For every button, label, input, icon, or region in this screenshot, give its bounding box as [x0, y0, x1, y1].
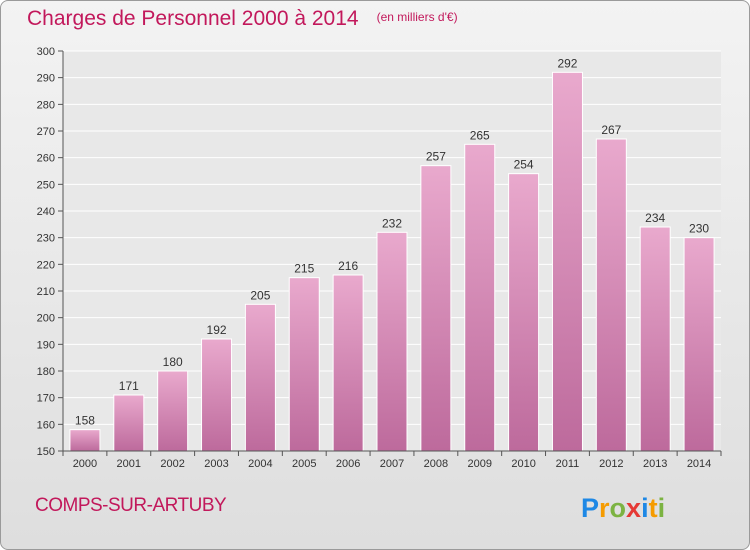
bar-2007 [376, 231, 408, 452]
chart-title: Charges de Personnel 2000 à 2014 (en mill… [27, 7, 458, 31]
data-label-2002: 180 [163, 355, 183, 369]
bar-2010 [508, 173, 540, 452]
commune-name: COMPS-SUR-ARTUBY [35, 495, 227, 516]
x-tick-label: 2001 [117, 458, 141, 470]
bar-2000 [69, 429, 101, 452]
svg-text:Proxiti: Proxiti [581, 493, 665, 523]
x-tick-label: 2004 [248, 458, 272, 470]
bar-2012 [595, 138, 627, 452]
y-tick-label: 270 [37, 126, 55, 138]
y-tick-label: 290 [37, 73, 55, 85]
bar-2006 [332, 274, 364, 452]
y-tick-label: 220 [37, 259, 55, 271]
bar-2009 [464, 143, 496, 452]
bar-2014 [683, 237, 715, 452]
x-tick-label: 2003 [204, 458, 228, 470]
x-tick-label: 2006 [336, 458, 360, 470]
y-tick-label: 240 [37, 206, 55, 218]
x-tick-label: 2014 [687, 458, 711, 470]
bar-2005 [288, 277, 320, 452]
y-tick-label: 190 [37, 339, 55, 351]
y-tick-label: 160 [37, 419, 55, 431]
bar-2008 [420, 165, 452, 452]
data-label-2012: 267 [601, 123, 621, 137]
y-tick-label: 170 [37, 393, 55, 405]
y-tick-label: 280 [37, 99, 55, 111]
data-label-2003: 192 [207, 323, 227, 337]
y-tick-label: 180 [37, 366, 55, 378]
data-label-2014: 230 [689, 222, 709, 236]
proxiti-logo: Proxiti [581, 493, 665, 523]
x-tick-label: 2002 [160, 458, 184, 470]
data-label-2008: 257 [426, 150, 446, 164]
bar-2001 [113, 394, 145, 452]
y-tick-label: 250 [37, 179, 55, 191]
y-tick-label: 200 [37, 313, 55, 325]
data-label-2009: 265 [470, 128, 490, 142]
x-tick-label: 2000 [73, 458, 97, 470]
y-tick-label: 300 [37, 46, 55, 58]
bar-2003 [201, 338, 233, 452]
x-tick-label: 2005 [292, 458, 316, 470]
data-label-2010: 254 [514, 158, 534, 172]
x-tick-label: 2007 [380, 458, 404, 470]
y-tick-label: 260 [37, 153, 55, 165]
data-label-2007: 232 [382, 216, 402, 230]
y-tick-label: 210 [37, 286, 55, 298]
data-label-2006: 216 [338, 259, 358, 273]
x-tick-label: 2013 [643, 458, 667, 470]
data-label-2011: 292 [557, 56, 577, 70]
data-label-2005: 215 [294, 262, 314, 276]
data-label-2004: 205 [250, 288, 270, 302]
axes: 150 160 170 180 190 200 210 220 230 240 250 260 270 2… [37, 46, 722, 470]
x-tick-label: 2010 [511, 458, 535, 470]
data-label-2013: 234 [645, 211, 665, 225]
bar-2004 [244, 303, 276, 452]
chart-subtitle: (en milliers d'€) [376, 10, 458, 24]
bar-2013 [639, 226, 671, 452]
bars: 158 171 180 192 205 215 216 232 257 265 254 292 267 2… [69, 56, 715, 452]
bar-2002 [157, 370, 189, 452]
x-tick-label: 2008 [424, 458, 448, 470]
chart-title-text: Charges de Personnel 2000 à 2014 [27, 7, 359, 30]
data-label-2000: 158 [75, 414, 95, 428]
y-tick-label: 150 [37, 446, 55, 458]
data-label-2001: 171 [119, 379, 139, 393]
x-tick-label: 2011 [556, 458, 580, 470]
y-tick-label: 230 [37, 233, 55, 245]
bar-2011 [551, 71, 583, 452]
x-tick-label: 2009 [467, 458, 491, 470]
x-tick-label: 2012 [599, 458, 623, 470]
